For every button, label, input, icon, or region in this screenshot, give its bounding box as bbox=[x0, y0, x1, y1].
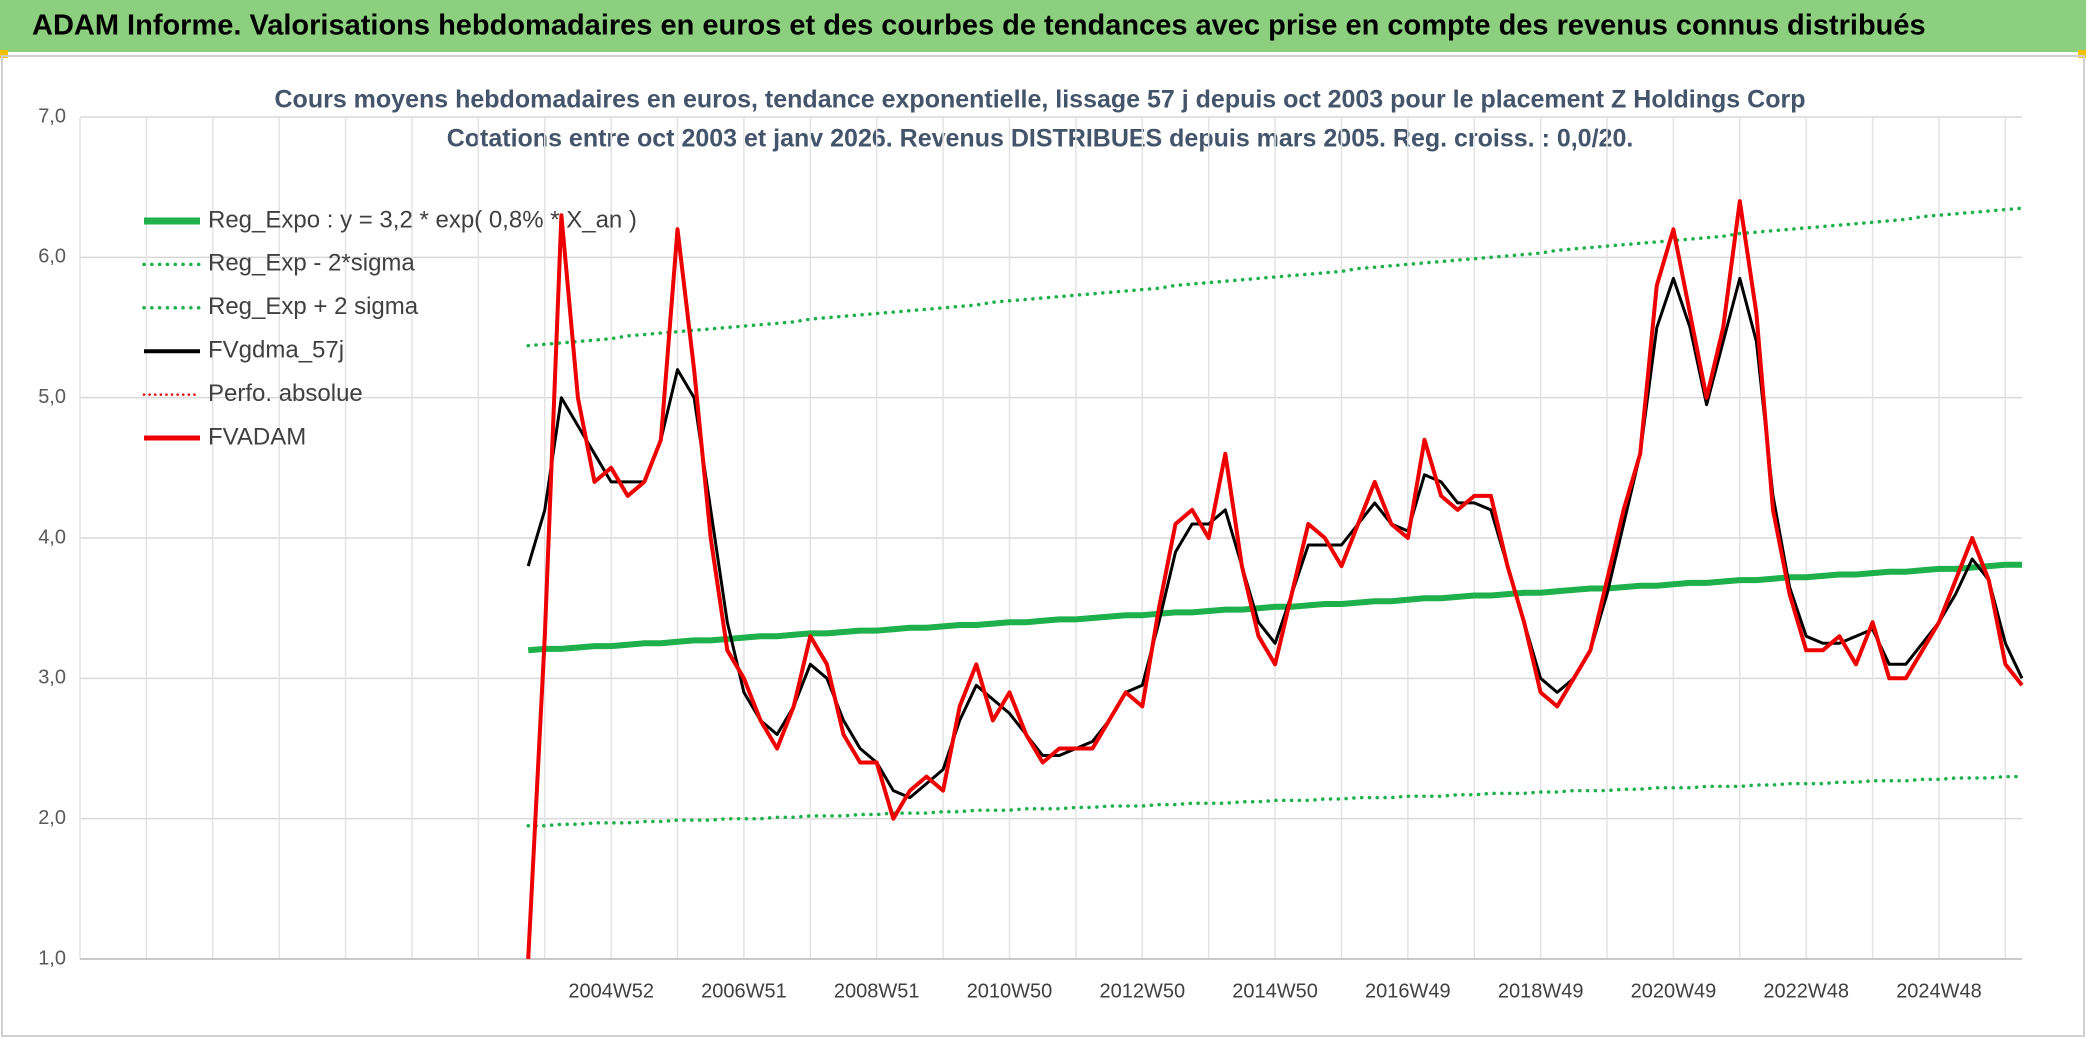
x-tick-label: 2020W49 bbox=[1631, 980, 1717, 1002]
x-tick-label: 2016W49 bbox=[1365, 980, 1451, 1002]
y-tick-label: 3,0 bbox=[38, 667, 66, 689]
x-tick-label: 2022W48 bbox=[1763, 980, 1849, 1002]
y-tick-label: 6,0 bbox=[38, 246, 66, 268]
x-tick-label: 2010W50 bbox=[967, 980, 1053, 1002]
x-tick-label: 2008W51 bbox=[834, 980, 920, 1002]
chart-title: Cours moyens hebdomadaires en euros, ten… bbox=[275, 86, 1806, 114]
y-tick-label: 5,0 bbox=[38, 386, 66, 408]
series-line bbox=[527, 561, 2022, 654]
x-tick-label: 2004W52 bbox=[568, 980, 654, 1002]
frame bbox=[1, 55, 2085, 1037]
corner bbox=[0, 50, 8, 58]
legend-label: FVADAM bbox=[208, 423, 306, 450]
y-tick-label: 1,0 bbox=[38, 947, 66, 969]
legend-label: Reg_Exp - 2*sigma bbox=[208, 250, 415, 277]
header-bar bbox=[0, 0, 2086, 52]
y-tick-label: 2,0 bbox=[38, 807, 66, 829]
legend-label: Perfo. absolue bbox=[208, 380, 363, 407]
corner bbox=[2078, 50, 2086, 58]
x-tick-label: 2012W50 bbox=[1099, 980, 1185, 1002]
x-tick-label: 2014W50 bbox=[1232, 980, 1318, 1002]
x-tick-label: 2024W48 bbox=[1896, 980, 1982, 1002]
y-tick-label: 7,0 bbox=[38, 105, 66, 127]
series-line bbox=[526, 774, 2024, 828]
legend-label: Reg_Exp + 2 sigma bbox=[208, 293, 419, 320]
x-tick-label: 2006W51 bbox=[701, 980, 787, 1002]
series-line bbox=[526, 199, 2024, 960]
header-title: ADAM Informe. Valorisations hebdomadaire… bbox=[32, 10, 1926, 42]
legend-label: FVgdma_57j bbox=[208, 337, 344, 364]
legend-label: Reg_Expo : y = 3,2 * exp( 0,8% * X_an ) bbox=[208, 206, 637, 233]
x-tick-label: 2018W49 bbox=[1498, 980, 1584, 1002]
chart-subtitle: Cotations entre oct 2003 et janv 2026. R… bbox=[447, 125, 1634, 153]
y-tick-label: 4,0 bbox=[38, 526, 66, 548]
series-line bbox=[526, 206, 2024, 348]
